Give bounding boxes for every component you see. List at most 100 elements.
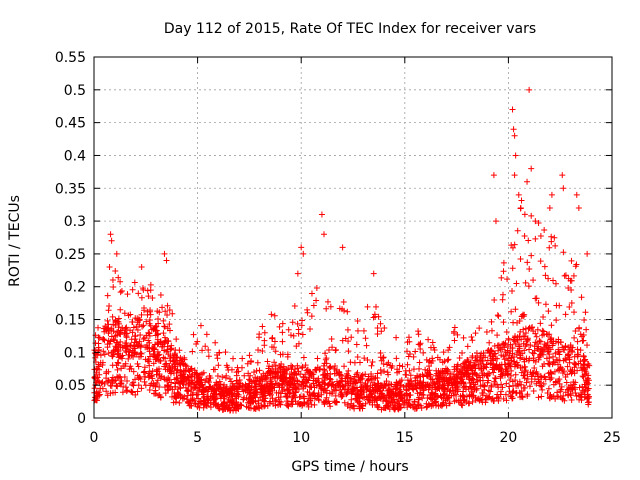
data-point bbox=[269, 395, 276, 402]
data-point bbox=[152, 387, 159, 394]
data-point bbox=[311, 392, 318, 399]
data-point bbox=[254, 359, 261, 366]
data-point bbox=[95, 344, 102, 351]
data-point bbox=[532, 235, 539, 242]
data-point bbox=[118, 365, 125, 372]
data-point bbox=[548, 191, 555, 198]
data-point bbox=[313, 284, 320, 291]
data-point bbox=[352, 378, 359, 385]
data-point bbox=[134, 372, 141, 379]
data-point bbox=[122, 331, 129, 338]
data-point bbox=[564, 363, 571, 370]
data-point bbox=[110, 347, 117, 354]
axis-ticks bbox=[93, 56, 613, 419]
data-point bbox=[440, 384, 447, 391]
data-point bbox=[197, 399, 204, 406]
data-point bbox=[495, 313, 502, 320]
data-point bbox=[522, 325, 529, 332]
data-point bbox=[255, 400, 262, 407]
data-point bbox=[413, 385, 420, 392]
data-point bbox=[531, 365, 538, 372]
data-point bbox=[546, 354, 553, 361]
data-point bbox=[290, 332, 297, 339]
data-point bbox=[560, 392, 567, 399]
data-point bbox=[377, 366, 384, 373]
data-point bbox=[104, 378, 111, 385]
data-point bbox=[244, 360, 251, 367]
data-point bbox=[103, 388, 110, 395]
data-point bbox=[279, 329, 286, 336]
data-point bbox=[564, 391, 571, 398]
data-point bbox=[499, 296, 506, 303]
data-point bbox=[148, 372, 155, 379]
data-point bbox=[461, 383, 468, 390]
data-point bbox=[536, 337, 543, 344]
data-point bbox=[566, 303, 573, 310]
data-point bbox=[228, 386, 235, 393]
data-point bbox=[290, 386, 297, 393]
data-point bbox=[245, 380, 252, 387]
data-point bbox=[491, 296, 498, 303]
data-point bbox=[492, 375, 499, 382]
data-point bbox=[535, 346, 542, 353]
data-point bbox=[233, 405, 240, 412]
data-point bbox=[451, 375, 458, 382]
data-point bbox=[138, 294, 145, 301]
data-point bbox=[428, 359, 435, 366]
data-point bbox=[125, 351, 132, 358]
data-point bbox=[101, 325, 108, 332]
data-point bbox=[558, 386, 565, 393]
data-point bbox=[321, 401, 328, 408]
data-point bbox=[503, 397, 510, 404]
data-point bbox=[187, 392, 194, 399]
data-point bbox=[530, 387, 537, 394]
data-point bbox=[477, 383, 484, 390]
data-point bbox=[488, 318, 495, 325]
data-point bbox=[129, 318, 136, 325]
data-point bbox=[515, 349, 522, 356]
data-point bbox=[571, 364, 578, 371]
data-point bbox=[482, 399, 489, 406]
data-point bbox=[407, 372, 414, 379]
data-point bbox=[436, 378, 443, 385]
data-point bbox=[528, 378, 535, 385]
data-point bbox=[186, 368, 193, 375]
data-point bbox=[144, 311, 151, 318]
data-point bbox=[219, 401, 226, 408]
data-point bbox=[458, 370, 465, 377]
data-point bbox=[109, 377, 116, 384]
data-point bbox=[155, 331, 162, 338]
data-point bbox=[191, 397, 198, 404]
data-point bbox=[114, 359, 121, 366]
data-point bbox=[378, 328, 385, 335]
data-point bbox=[535, 378, 542, 385]
data-point bbox=[94, 374, 101, 381]
data-point bbox=[474, 396, 481, 403]
data-point bbox=[329, 379, 336, 386]
data-point bbox=[573, 261, 580, 268]
data-point bbox=[541, 373, 548, 380]
data-point bbox=[440, 385, 447, 392]
data-point bbox=[403, 387, 410, 394]
data-point bbox=[572, 328, 579, 335]
data-point bbox=[447, 371, 454, 378]
data-point bbox=[105, 350, 112, 357]
data-point bbox=[488, 327, 495, 334]
data-point bbox=[327, 403, 334, 410]
data-point bbox=[328, 336, 335, 343]
data-point bbox=[522, 279, 529, 286]
data-point bbox=[580, 331, 587, 338]
data-point bbox=[121, 363, 128, 370]
data-point bbox=[276, 323, 283, 330]
data-point bbox=[109, 313, 116, 320]
data-point bbox=[298, 322, 305, 329]
data-point bbox=[129, 286, 136, 293]
data-point bbox=[139, 285, 146, 292]
data-point bbox=[123, 340, 130, 347]
data-point bbox=[360, 385, 367, 392]
data-point bbox=[286, 370, 293, 377]
data-point bbox=[224, 364, 231, 371]
data-point bbox=[371, 375, 378, 382]
data-point bbox=[146, 330, 153, 337]
data-point bbox=[578, 294, 585, 301]
